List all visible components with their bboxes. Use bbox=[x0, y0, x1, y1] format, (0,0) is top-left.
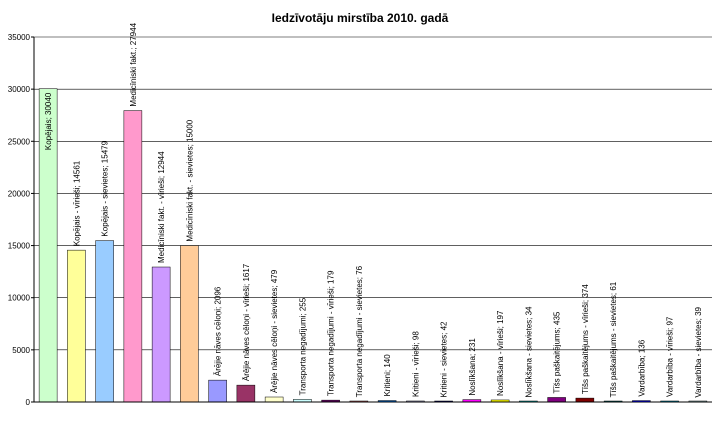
data-label: Transporta negadījumi; 255 bbox=[298, 297, 307, 395]
y-tick-label: 35000 bbox=[8, 33, 31, 42]
bar bbox=[547, 397, 566, 403]
data-labels: Kopējais; 30040 Kopējais - vīrieši; 14561… bbox=[44, 22, 703, 397]
y-axis-ticks: 0 5000 10000 15000 20000 25000 30000 35000 bbox=[8, 33, 34, 407]
chart-title: Iedzīvotāju mirstība 2010. gadā bbox=[272, 11, 449, 25]
bar bbox=[208, 379, 227, 403]
bar bbox=[67, 249, 86, 403]
y-tick-label: 0 bbox=[26, 398, 31, 407]
y-tick-label: 15000 bbox=[8, 242, 31, 251]
data-label: Ārējie nāves cēloņi; 2096 bbox=[214, 286, 223, 376]
bar bbox=[264, 396, 284, 403]
gridlines bbox=[34, 36, 712, 351]
data-label: Kopējais; 30040 bbox=[44, 92, 53, 150]
bar bbox=[151, 266, 171, 403]
bar bbox=[180, 245, 199, 403]
data-label: Medicīniski fakt.; 27944 bbox=[129, 22, 138, 106]
bars bbox=[38, 88, 708, 403]
data-label: Kritieni - sievietes; 42 bbox=[440, 321, 449, 398]
data-label: Noslīkšana - sievietes; 34 bbox=[524, 306, 533, 398]
y-tick-label: 20000 bbox=[8, 189, 31, 198]
bar bbox=[575, 397, 595, 403]
data-label: Tīšs paškaitējums - sievietes; 61 bbox=[609, 281, 618, 397]
y-tick-label: 30000 bbox=[8, 85, 31, 94]
data-label: Ārējie nāves cēloņi - sievietes; 479 bbox=[270, 269, 279, 393]
y-tick-label: 10000 bbox=[8, 294, 31, 303]
data-label: Transporta negadījumi - sievietes; 76 bbox=[355, 265, 364, 397]
bar bbox=[236, 384, 256, 403]
data-label: Noslīkšana; 231 bbox=[468, 338, 477, 396]
data-label: Noslīkšana - vīrieši; 197 bbox=[496, 310, 505, 396]
y-tick-label: 5000 bbox=[12, 346, 30, 355]
data-label: Ārējie nāves cēloņi - vīrieši; 1617 bbox=[242, 263, 251, 381]
data-label: Medicīniski fakt. - sievietes; 15000 bbox=[185, 119, 194, 241]
data-label: Tīšs paškaitējums - vīrieši; 374 bbox=[581, 284, 590, 394]
data-label: Vardarbība - sievietes; 39 bbox=[694, 306, 703, 397]
data-label: Kopējais - vīrieši; 14561 bbox=[72, 160, 81, 246]
data-label: Tīšs paškaitējums; 435 bbox=[553, 311, 562, 393]
data-label: Medicīniski fakt. - vīrieši; 12944 bbox=[157, 151, 166, 263]
data-label: Vardarbība; 136 bbox=[637, 339, 646, 396]
y-tick-label: 25000 bbox=[8, 137, 31, 146]
data-label: Kopējais - sievietes; 15479 bbox=[101, 140, 110, 236]
bar bbox=[95, 240, 114, 403]
data-label: Vardarbība - vīrieši; 97 bbox=[666, 316, 675, 397]
data-label: Kritieni - vīrieši; 98 bbox=[411, 331, 420, 397]
data-label: Transporta negadījumi - vīrieši; 179 bbox=[327, 270, 336, 396]
bar bbox=[123, 110, 143, 403]
data-label: Kritieni; 140 bbox=[383, 354, 392, 397]
